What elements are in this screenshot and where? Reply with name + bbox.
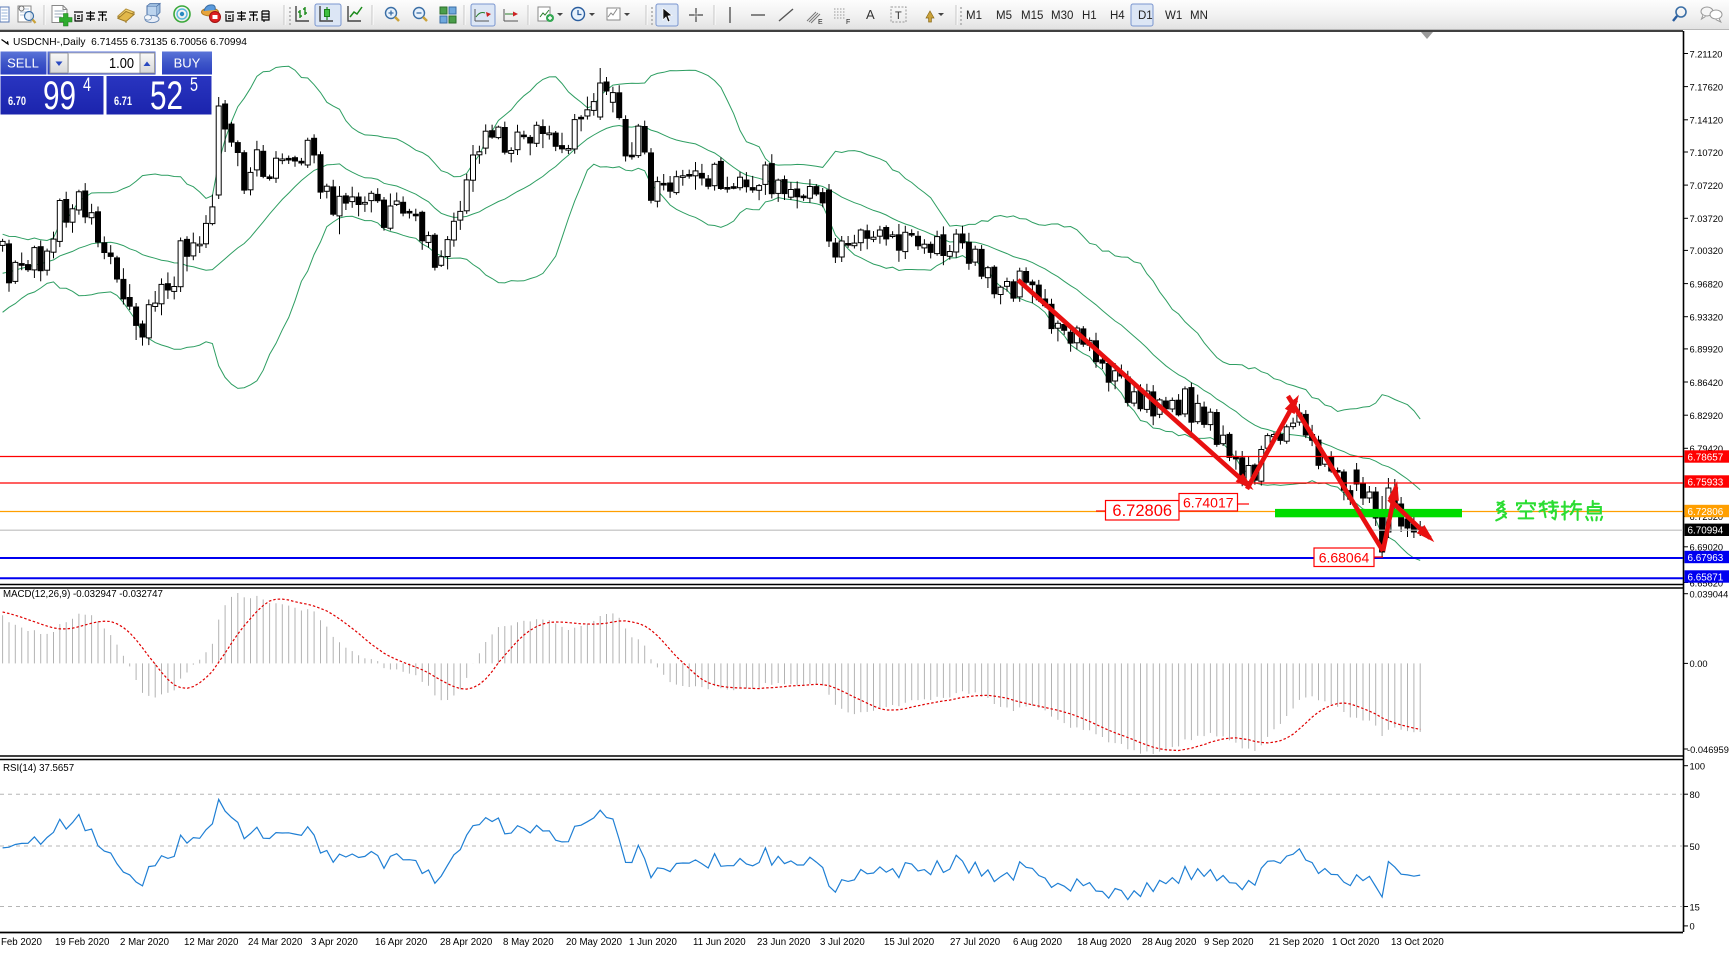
svg-text:7.14120: 7.14120 xyxy=(1690,116,1724,126)
svg-text:BUY: BUY xyxy=(174,56,201,71)
svg-text:6.96820: 6.96820 xyxy=(1690,279,1724,289)
svg-text:A: A xyxy=(866,7,875,22)
svg-text:6.65620: 6.65620 xyxy=(1690,578,1724,588)
svg-text:13 Oct 2020: 13 Oct 2020 xyxy=(1391,937,1444,948)
svg-text:23 Jun 2020: 23 Jun 2020 xyxy=(757,937,811,948)
svg-text:6.78657: 6.78657 xyxy=(1688,452,1724,463)
svg-text:SELL: SELL xyxy=(7,56,39,71)
svg-text:6.79420: 6.79420 xyxy=(1690,444,1724,454)
svg-text:5: 5 xyxy=(190,75,198,96)
svg-text:T: T xyxy=(895,10,902,22)
svg-text:21 Sep 2020: 21 Sep 2020 xyxy=(1269,937,1325,948)
svg-text:4: 4 xyxy=(83,75,91,96)
svg-text:7.07220: 7.07220 xyxy=(1690,181,1724,191)
svg-text:1.00: 1.00 xyxy=(109,56,134,72)
svg-text:27 Jul 2020: 27 Jul 2020 xyxy=(950,937,1001,948)
svg-text:8 May 2020: 8 May 2020 xyxy=(503,937,554,948)
svg-text:100: 100 xyxy=(1690,762,1706,772)
svg-text:-0.046959: -0.046959 xyxy=(1687,745,1729,755)
svg-text:M30: M30 xyxy=(1051,10,1073,22)
svg-text:7.17620: 7.17620 xyxy=(1690,82,1724,92)
svg-text:7.21120: 7.21120 xyxy=(1690,49,1723,59)
svg-text:52: 52 xyxy=(150,74,183,118)
svg-text:7.00320: 7.00320 xyxy=(1690,246,1724,256)
svg-text:6.67963: 6.67963 xyxy=(1688,553,1724,564)
svg-text:15: 15 xyxy=(1690,902,1700,912)
svg-text:16 Apr 2020: 16 Apr 2020 xyxy=(375,937,428,948)
svg-text:6.86420: 6.86420 xyxy=(1690,378,1724,388)
svg-text:M15: M15 xyxy=(1021,10,1043,22)
svg-text:99: 99 xyxy=(43,74,76,118)
svg-text:9 Sep 2020: 9 Sep 2020 xyxy=(1204,937,1254,948)
svg-text:2 Mar 2020: 2 Mar 2020 xyxy=(120,937,170,948)
svg-text:W1: W1 xyxy=(1165,10,1182,22)
svg-text:RSI(14) 37.5657: RSI(14) 37.5657 xyxy=(3,763,74,774)
svg-text:11 Jun 2020: 11 Jun 2020 xyxy=(693,937,746,948)
svg-text:M1: M1 xyxy=(966,10,982,22)
svg-text:6.72806: 6.72806 xyxy=(1112,502,1172,520)
svg-text:20 May 2020: 20 May 2020 xyxy=(566,937,623,948)
svg-text:50: 50 xyxy=(1690,842,1700,852)
svg-text:6.93320: 6.93320 xyxy=(1690,313,1724,323)
svg-text:6.75933: 6.75933 xyxy=(1688,477,1724,488)
svg-text:F: F xyxy=(846,19,850,26)
svg-text:19 Feb 2020: 19 Feb 2020 xyxy=(55,937,110,948)
svg-text:6.65871: 6.65871 xyxy=(1688,572,1724,583)
svg-text:1 Oct 2020: 1 Oct 2020 xyxy=(1332,937,1380,948)
svg-text:D1: D1 xyxy=(1138,10,1153,22)
svg-text:H4: H4 xyxy=(1110,10,1125,22)
svg-text:12 Mar 2020: 12 Mar 2020 xyxy=(184,937,239,948)
svg-text:80: 80 xyxy=(1690,790,1700,800)
svg-text:6.69020: 6.69020 xyxy=(1690,543,1724,553)
svg-text:7.10720: 7.10720 xyxy=(1690,148,1724,158)
svg-text:6.68064: 6.68064 xyxy=(1319,549,1370,565)
svg-text:1 Jun 2020: 1 Jun 2020 xyxy=(629,937,678,948)
svg-text:E: E xyxy=(818,19,823,26)
svg-text:0: 0 xyxy=(1690,922,1695,932)
svg-text:H1: H1 xyxy=(1082,10,1097,22)
svg-text:6.89920: 6.89920 xyxy=(1690,345,1724,355)
svg-text:6.72806: 6.72806 xyxy=(1688,507,1724,518)
svg-text:7.03720: 7.03720 xyxy=(1690,214,1724,224)
svg-text:MACD(12,26,9) -0.032947 -0.032: MACD(12,26,9) -0.032947 -0.032747 xyxy=(3,589,163,600)
svg-text:0.00: 0.00 xyxy=(1690,659,1708,669)
svg-text:28 Aug 2020: 28 Aug 2020 xyxy=(1142,937,1197,948)
svg-text:M5: M5 xyxy=(996,10,1012,22)
svg-text:6.70: 6.70 xyxy=(8,96,26,108)
svg-text:MN: MN xyxy=(1190,10,1208,22)
svg-text:USDCNH-,Daily 6.71455 6.73135: USDCNH-,Daily 6.71455 6.73135 6.70056 6.… xyxy=(13,37,247,48)
svg-text:3 Jul 2020: 3 Jul 2020 xyxy=(820,937,865,948)
svg-text:3 Apr 2020: 3 Apr 2020 xyxy=(311,937,358,948)
svg-text:6.74017: 6.74017 xyxy=(1183,494,1234,510)
svg-text:0.039044: 0.039044 xyxy=(1690,590,1729,600)
svg-text:28 Apr 2020: 28 Apr 2020 xyxy=(440,937,493,948)
svg-text:6.71: 6.71 xyxy=(114,96,132,108)
svg-text:6.70994: 6.70994 xyxy=(1688,526,1724,537)
svg-text:6.82920: 6.82920 xyxy=(1690,411,1724,421)
svg-text:15 Jul 2020: 15 Jul 2020 xyxy=(884,937,935,948)
svg-text:6 Aug 2020: 6 Aug 2020 xyxy=(1013,937,1063,948)
svg-text:Feb 2020: Feb 2020 xyxy=(1,937,43,948)
svg-text:24 Mar 2020: 24 Mar 2020 xyxy=(248,937,303,948)
svg-text:18 Aug 2020: 18 Aug 2020 xyxy=(1077,937,1132,948)
